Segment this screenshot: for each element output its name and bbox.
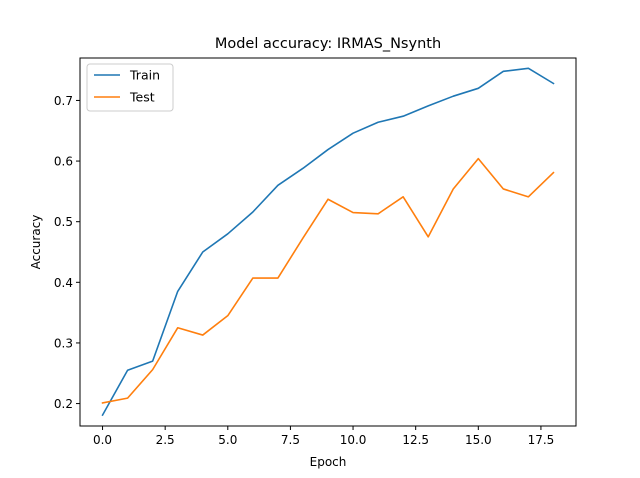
x-tick-label: 17.5 xyxy=(528,433,555,447)
x-tick-label: 5.0 xyxy=(218,433,237,447)
y-tick-label: 0.6 xyxy=(54,155,73,169)
x-tick-label: 10.0 xyxy=(340,433,367,447)
chart-title: Model accuracy: IRMAS_Nsynth xyxy=(215,36,441,52)
legend: Train Test xyxy=(86,63,174,112)
legend-label-train: Train xyxy=(129,68,160,83)
legend-label-test: Test xyxy=(129,90,155,105)
plot-frame xyxy=(79,57,577,427)
y-tick-label: 0.2 xyxy=(54,397,73,411)
y-tick-label: 0.7 xyxy=(54,94,73,108)
y-axis-label: Accuracy xyxy=(29,215,43,270)
x-tick-label: 2.5 xyxy=(156,433,175,447)
series-line-test xyxy=(101,157,555,404)
x-tick-label: 7.5 xyxy=(281,433,300,447)
x-tick-label: 0.0 xyxy=(93,433,112,447)
y-axis-ticks: 0.2 0.3 0.4 0.5 0.6 0.7 xyxy=(54,94,80,411)
x-axis-ticks: 0.0 2.5 5.0 7.5 10.0 12.5 15.0 17.5 xyxy=(93,426,554,447)
series-layer xyxy=(101,67,555,417)
y-tick-label: 0.5 xyxy=(54,215,73,229)
x-tick-label: 15.0 xyxy=(465,433,492,447)
y-tick-label: 0.4 xyxy=(54,276,73,290)
y-tick-label: 0.3 xyxy=(54,336,73,350)
x-tick-label: 12.5 xyxy=(402,433,429,447)
x-axis-label: Epoch xyxy=(310,455,347,469)
series-line-train xyxy=(101,67,555,417)
